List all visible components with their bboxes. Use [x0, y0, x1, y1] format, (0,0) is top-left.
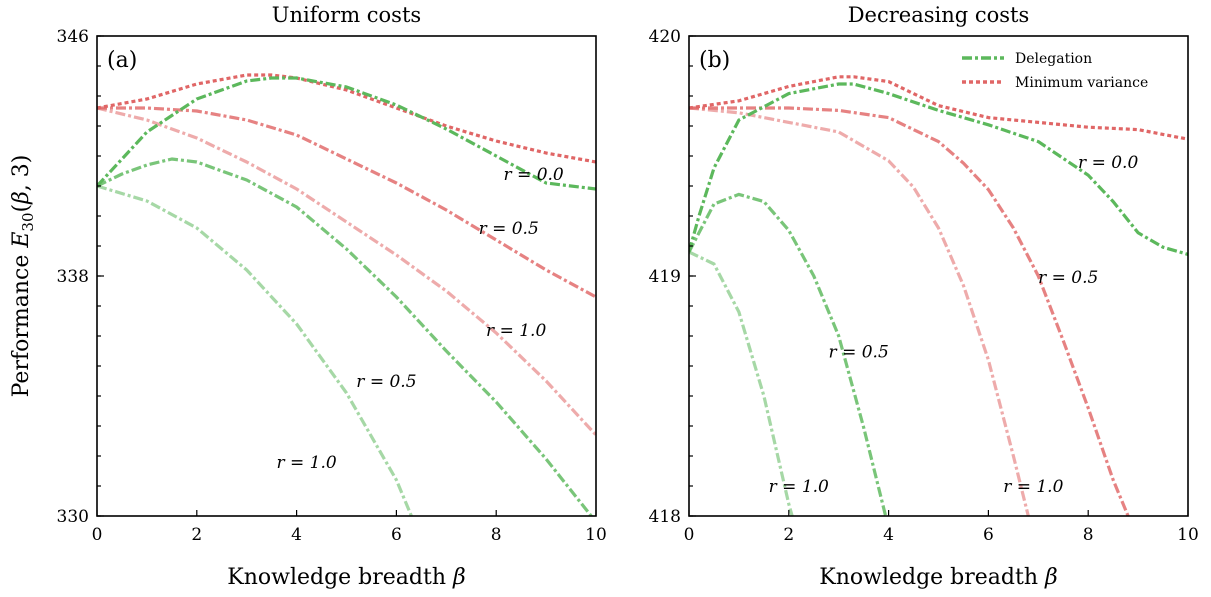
y-tick-label: 420: [649, 27, 681, 47]
annotation-layer: r = 0.0 r = 0.5 r = 1.0 r = 0.5 r = 1.0: [276, 165, 563, 473]
x-tick-label: 10: [1177, 525, 1199, 545]
panel-title: Uniform costs: [272, 3, 421, 27]
series-line-minimum-variance-r0: [689, 75, 1188, 141]
series-layer: [689, 75, 1188, 516]
series-line-delegation-r1: [97, 184, 413, 516]
y-tick-label: 330: [57, 507, 89, 527]
series-line-minimum-variance-r0-5: [689, 106, 1130, 516]
y-tick-label: 338: [57, 267, 89, 287]
y-tick-label: 418: [649, 507, 681, 527]
panel-letter: (a): [107, 48, 137, 73]
series-annotation: r = 1.0: [276, 453, 336, 473]
plot-frame: [688, 35, 1189, 517]
x-tick-label: 10: [585, 525, 607, 545]
series-annotation: r = 1.0: [769, 477, 829, 497]
series-annotation: r = 0.0: [1078, 153, 1138, 173]
x-axis-label: Knowledge breadth β: [227, 565, 465, 590]
series-layer: [97, 73, 596, 516]
x-tick-label: 2: [783, 525, 794, 545]
plot-frame: [96, 35, 597, 517]
ticks-layer: 0 2 4 6 8 10 418 419 420: [649, 27, 1199, 545]
x-tick-label: 6: [391, 525, 402, 545]
x-tick-label: 0: [92, 525, 103, 545]
series-line-minimum-variance-r0: [97, 73, 596, 164]
x-tick-label: 2: [191, 525, 202, 545]
x-tick-label: 4: [291, 525, 302, 545]
legend: Delegation Minimum variance: [962, 51, 1148, 91]
ticks-layer: 0 2 4 6 8 10 330 338 346: [57, 27, 607, 545]
series-annotation: r = 0.5: [1038, 268, 1098, 288]
series-line-minimum-variance-r1: [97, 106, 596, 437]
panel-title: Decreasing costs: [848, 3, 1030, 27]
series-annotation: r = 0.5: [479, 219, 539, 239]
series-line-delegation-r0: [97, 76, 596, 191]
x-tick-label: 8: [1083, 525, 1094, 545]
legend-label-minimum-variance: Minimum variance: [1015, 75, 1148, 91]
y-tick-label: 346: [57, 27, 89, 47]
annotation-layer: r = 0.0 r = 0.5 r = 0.5 r = 1.0 r = 1.0: [769, 153, 1139, 497]
series-line-delegation-r0-5: [689, 192, 888, 516]
series-annotation: r = 0.5: [356, 372, 416, 392]
x-tick-label: 8: [491, 525, 502, 545]
series-line-delegation-r1: [689, 250, 794, 516]
legend-label-delegation: Delegation: [1015, 51, 1092, 67]
series-line-delegation-r0-5: [97, 157, 594, 516]
x-axis-label: Knowledge breadth β: [819, 565, 1057, 590]
series-annotation: r = 1.0: [486, 321, 546, 341]
series-line-minimum-variance-r0-5: [97, 106, 596, 299]
y-tick-label: 419: [649, 267, 681, 287]
series-line-minimum-variance-r1: [689, 106, 1030, 516]
x-tick-label: 6: [983, 525, 994, 545]
panel-letter: (b): [699, 48, 730, 73]
series-annotation: r = 0.5: [829, 343, 889, 363]
series-annotation: r = 1.0: [1003, 477, 1063, 497]
x-tick-label: 0: [684, 525, 695, 545]
y-axis-label: Performance E30(β, 3): [9, 155, 37, 398]
series-annotation: r = 0.0: [504, 165, 564, 185]
panel-b: Decreasing costs 0 2 4 6 8 10 418 419 420 r = 0.…: [649, 3, 1199, 590]
series-line-delegation-r0: [689, 82, 1188, 256]
x-tick-label: 4: [883, 525, 894, 545]
